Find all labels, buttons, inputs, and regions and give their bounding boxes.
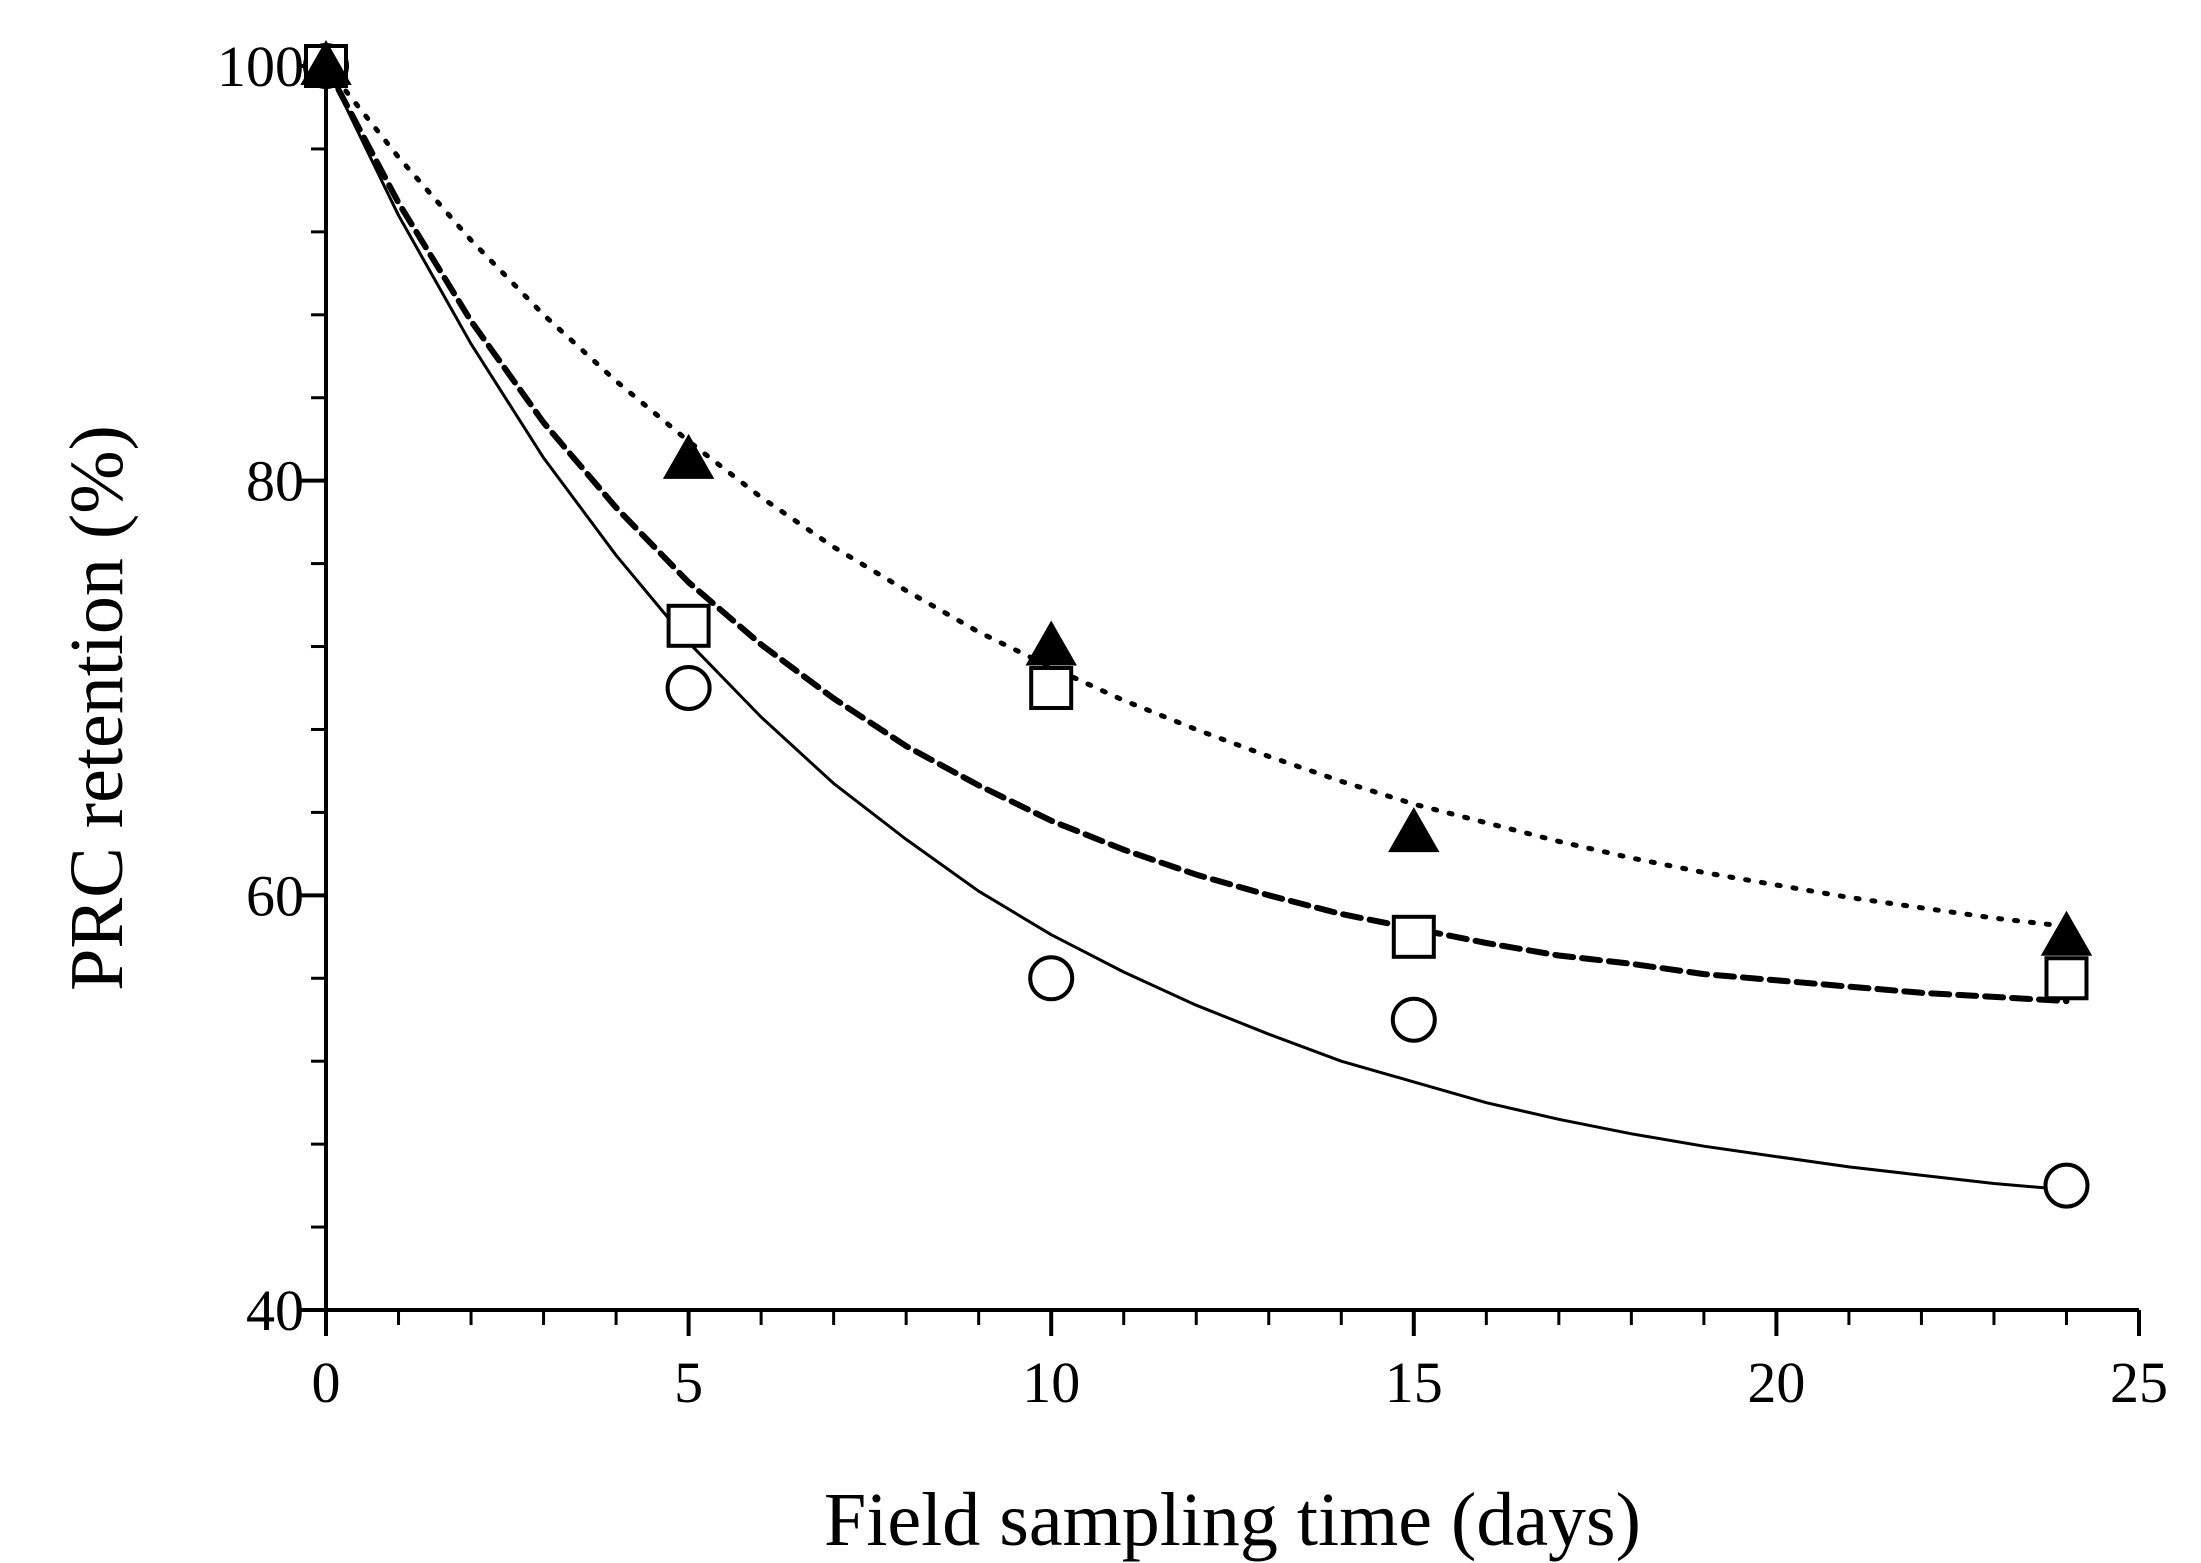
circles-point [2043, 1162, 2090, 1209]
x-tick-label: 20 [1747, 1350, 1805, 1415]
x-axis-title: Field sampling time (days) [824, 1478, 1641, 1562]
x-tick-label: 0 [312, 1350, 341, 1415]
fit-curves [323, 63, 2070, 1192]
y-tick-label: 80 [246, 449, 304, 514]
squares-point [2044, 956, 2089, 1001]
x-tick-label: 25 [2110, 1350, 2168, 1415]
y-tick-label: 60 [246, 863, 304, 928]
circles-point [1028, 955, 1075, 1002]
triangles-fit-line [323, 63, 2069, 929]
circles-point [665, 665, 712, 711]
triangles-point [1388, 807, 1440, 853]
y-axis-title: PRC retention (%) [55, 425, 139, 991]
y-tick-label: 40 [246, 1278, 304, 1343]
triangles-point [300, 39, 352, 85]
axes: 0 5 10 15 20 25 40 60 80 100 [217, 34, 2168, 1415]
squares-point [1391, 914, 1436, 959]
squares-point [1029, 666, 1074, 710]
y-ticks: 40 60 80 100 [217, 34, 326, 1343]
x-ticks: 0 5 10 15 20 25 [312, 1310, 2168, 1415]
triangles-point [1025, 620, 1077, 666]
squares-point [666, 603, 711, 648]
x-tick-label: 5 [674, 1350, 703, 1415]
triangles-point [2040, 910, 2093, 956]
squares-fit-line [323, 63, 2070, 1005]
x-tick-label: 15 [1385, 1350, 1443, 1415]
circles-point [1390, 996, 1437, 1043]
triangles-point [662, 433, 715, 479]
data-markers [300, 39, 2093, 1209]
circles-fit-line [324, 64, 2068, 1192]
y-tick-label: 100 [217, 34, 304, 99]
x-tick-label: 10 [1022, 1350, 1080, 1415]
